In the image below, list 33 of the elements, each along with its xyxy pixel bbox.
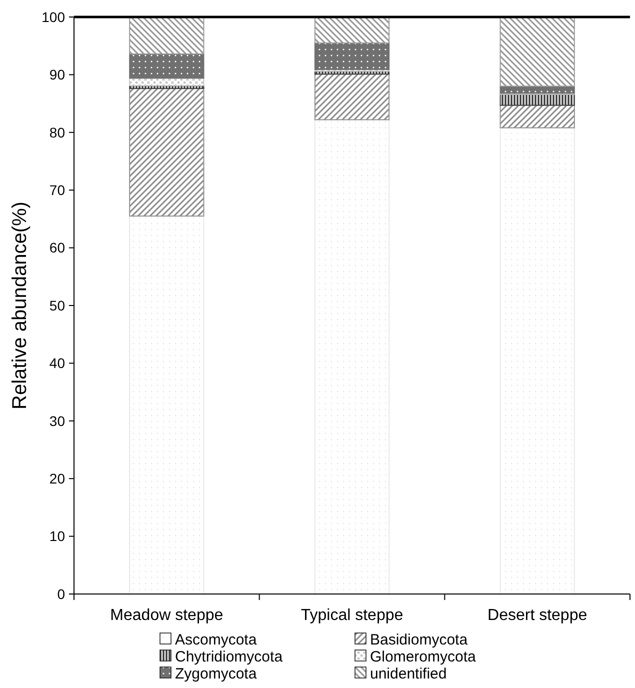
x-tick-label: Meadow steppe: [110, 607, 224, 624]
legend-label: Chytridiomycota: [175, 648, 284, 666]
y-tick-label: 80: [49, 124, 66, 140]
y-tick-label: 90: [49, 66, 66, 83]
y-tick-label: 70: [49, 182, 66, 198]
bar: [129, 216, 204, 594]
y-tick-label: 10: [49, 528, 66, 544]
y-axis-title: Relative abundance(%): [9, 202, 31, 410]
y-tick-label: 60: [49, 240, 66, 256]
bar: [314, 119, 390, 594]
legend-label: Ascomycota: [175, 631, 258, 648]
bar: [129, 88, 204, 217]
bar: [314, 16, 390, 44]
x-tick-label: Typical steppe: [300, 607, 404, 624]
bar: [500, 127, 575, 594]
legend-label: unidentified: [370, 665, 447, 682]
bar: [500, 16, 575, 87]
y-tick-label: 0: [57, 586, 66, 602]
bar: [314, 42, 390, 70]
legend-label: Zygomycota: [175, 665, 258, 682]
legend-label: Glomeromycota: [370, 648, 477, 666]
x-tick-label: Desert steppe: [488, 607, 588, 624]
legend-label: Basidiomycota: [370, 631, 468, 648]
y-tick-label: 40: [49, 355, 66, 372]
y-tick-label: 30: [49, 412, 66, 429]
bar: [129, 53, 204, 79]
bar: [500, 94, 575, 106]
bar: [129, 16, 204, 54]
y-tick-label: 50: [49, 297, 66, 314]
bar: [314, 74, 390, 120]
bar: [500, 104, 575, 128]
y-tick-label: 20: [49, 470, 66, 486]
y-tick-label: 100: [42, 8, 66, 25]
